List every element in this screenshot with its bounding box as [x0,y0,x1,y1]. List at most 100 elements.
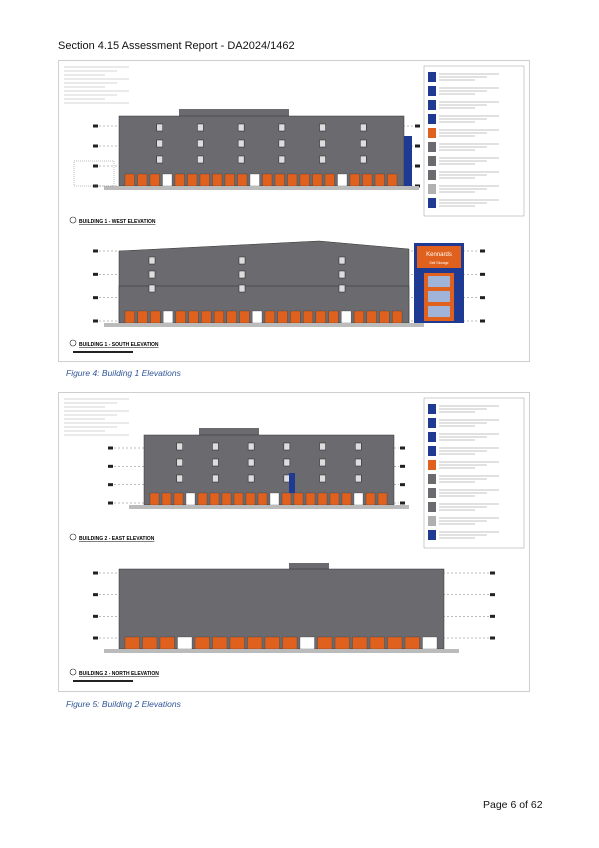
roller-door [303,310,314,324]
label-marker [69,533,77,541]
window [247,458,255,467]
scale-bar [73,680,133,682]
ground [104,323,424,327]
level-marker [400,446,405,450]
roller-door [293,492,304,506]
legend-swatch [428,446,436,456]
roller-door [150,310,161,324]
level-marker [93,296,98,300]
legend-swatch [428,432,436,442]
legend-panel [423,65,525,217]
roller-door [264,636,280,650]
window [237,155,245,164]
roller-door [221,492,232,506]
roller-door [163,310,174,324]
window [283,474,291,483]
window [278,123,286,132]
figure-caption: Figure 4: Building 1 Elevations [66,368,181,378]
roof [179,109,289,117]
roller-door [257,492,268,506]
window [360,123,367,132]
window [212,442,219,451]
roller-door [188,310,199,324]
window [278,139,286,148]
roller-door [187,173,198,187]
roller-door [329,492,340,506]
roller-door [209,492,220,506]
window [338,270,346,279]
window [355,442,362,451]
level-marker [400,483,405,487]
level-marker [400,464,405,468]
roller-door [173,492,184,506]
level-marker [490,614,495,618]
window [237,139,245,148]
roller-door [277,310,288,324]
level-marker [93,184,98,188]
roller-door [328,310,339,324]
window [319,139,326,148]
level-marker [108,446,113,450]
roller-door [369,636,385,650]
roller-door [159,636,175,650]
roller-door [290,310,301,324]
legend-swatch [428,72,436,82]
scale-bar [73,351,133,353]
roller-door [124,173,135,187]
level-marker [108,483,113,487]
roller-door [149,492,160,506]
page-number: Page 6 of 62 [483,799,543,811]
window [212,458,219,467]
roller-door [137,173,148,187]
roller-door [374,173,385,187]
level-marker [93,249,98,253]
legend-swatch [428,502,436,512]
level-marker [108,501,113,505]
roller-door [349,173,360,187]
fence [73,160,115,187]
glass [428,291,450,302]
level-marker [480,319,485,323]
building-body [118,568,445,650]
roller-door [264,310,275,324]
roller-door [353,310,364,324]
roller-door [212,636,228,650]
ground [104,649,459,653]
roller-door [353,492,364,506]
window [238,284,246,293]
roller-door [317,492,328,506]
window [338,284,346,293]
window [176,458,183,467]
label-marker [69,668,77,676]
window [278,155,286,164]
roller-door [377,492,388,506]
window [319,155,326,164]
legend-panel [423,397,525,549]
window [319,474,326,483]
level-marker [93,614,98,618]
legend-swatch [428,142,436,152]
window [338,256,346,265]
roller-door [352,636,368,650]
header-title: Section 4.15 Assessment Report - DA2024/… [58,40,295,52]
building-body [143,434,395,506]
legend-swatch [428,516,436,526]
sign-panel [417,246,461,268]
roller-door [194,636,210,650]
legend-swatch [428,170,436,180]
level-marker [480,249,485,253]
figure-drawing: BUILDING 2 - EAST ELEVATION BUILDING 2 - … [58,392,530,692]
roof [199,428,259,436]
legend-swatch [428,198,436,208]
roller-door [366,310,377,324]
level-marker [415,144,420,148]
roller-door [174,173,185,187]
drawing-label: BUILDING 1 - WEST ELEVATION [79,219,156,225]
roller-door [387,636,403,650]
level-marker [480,296,485,300]
window [283,458,291,467]
building-body [118,285,410,324]
roller-door [387,173,398,187]
roller-door [201,310,212,324]
